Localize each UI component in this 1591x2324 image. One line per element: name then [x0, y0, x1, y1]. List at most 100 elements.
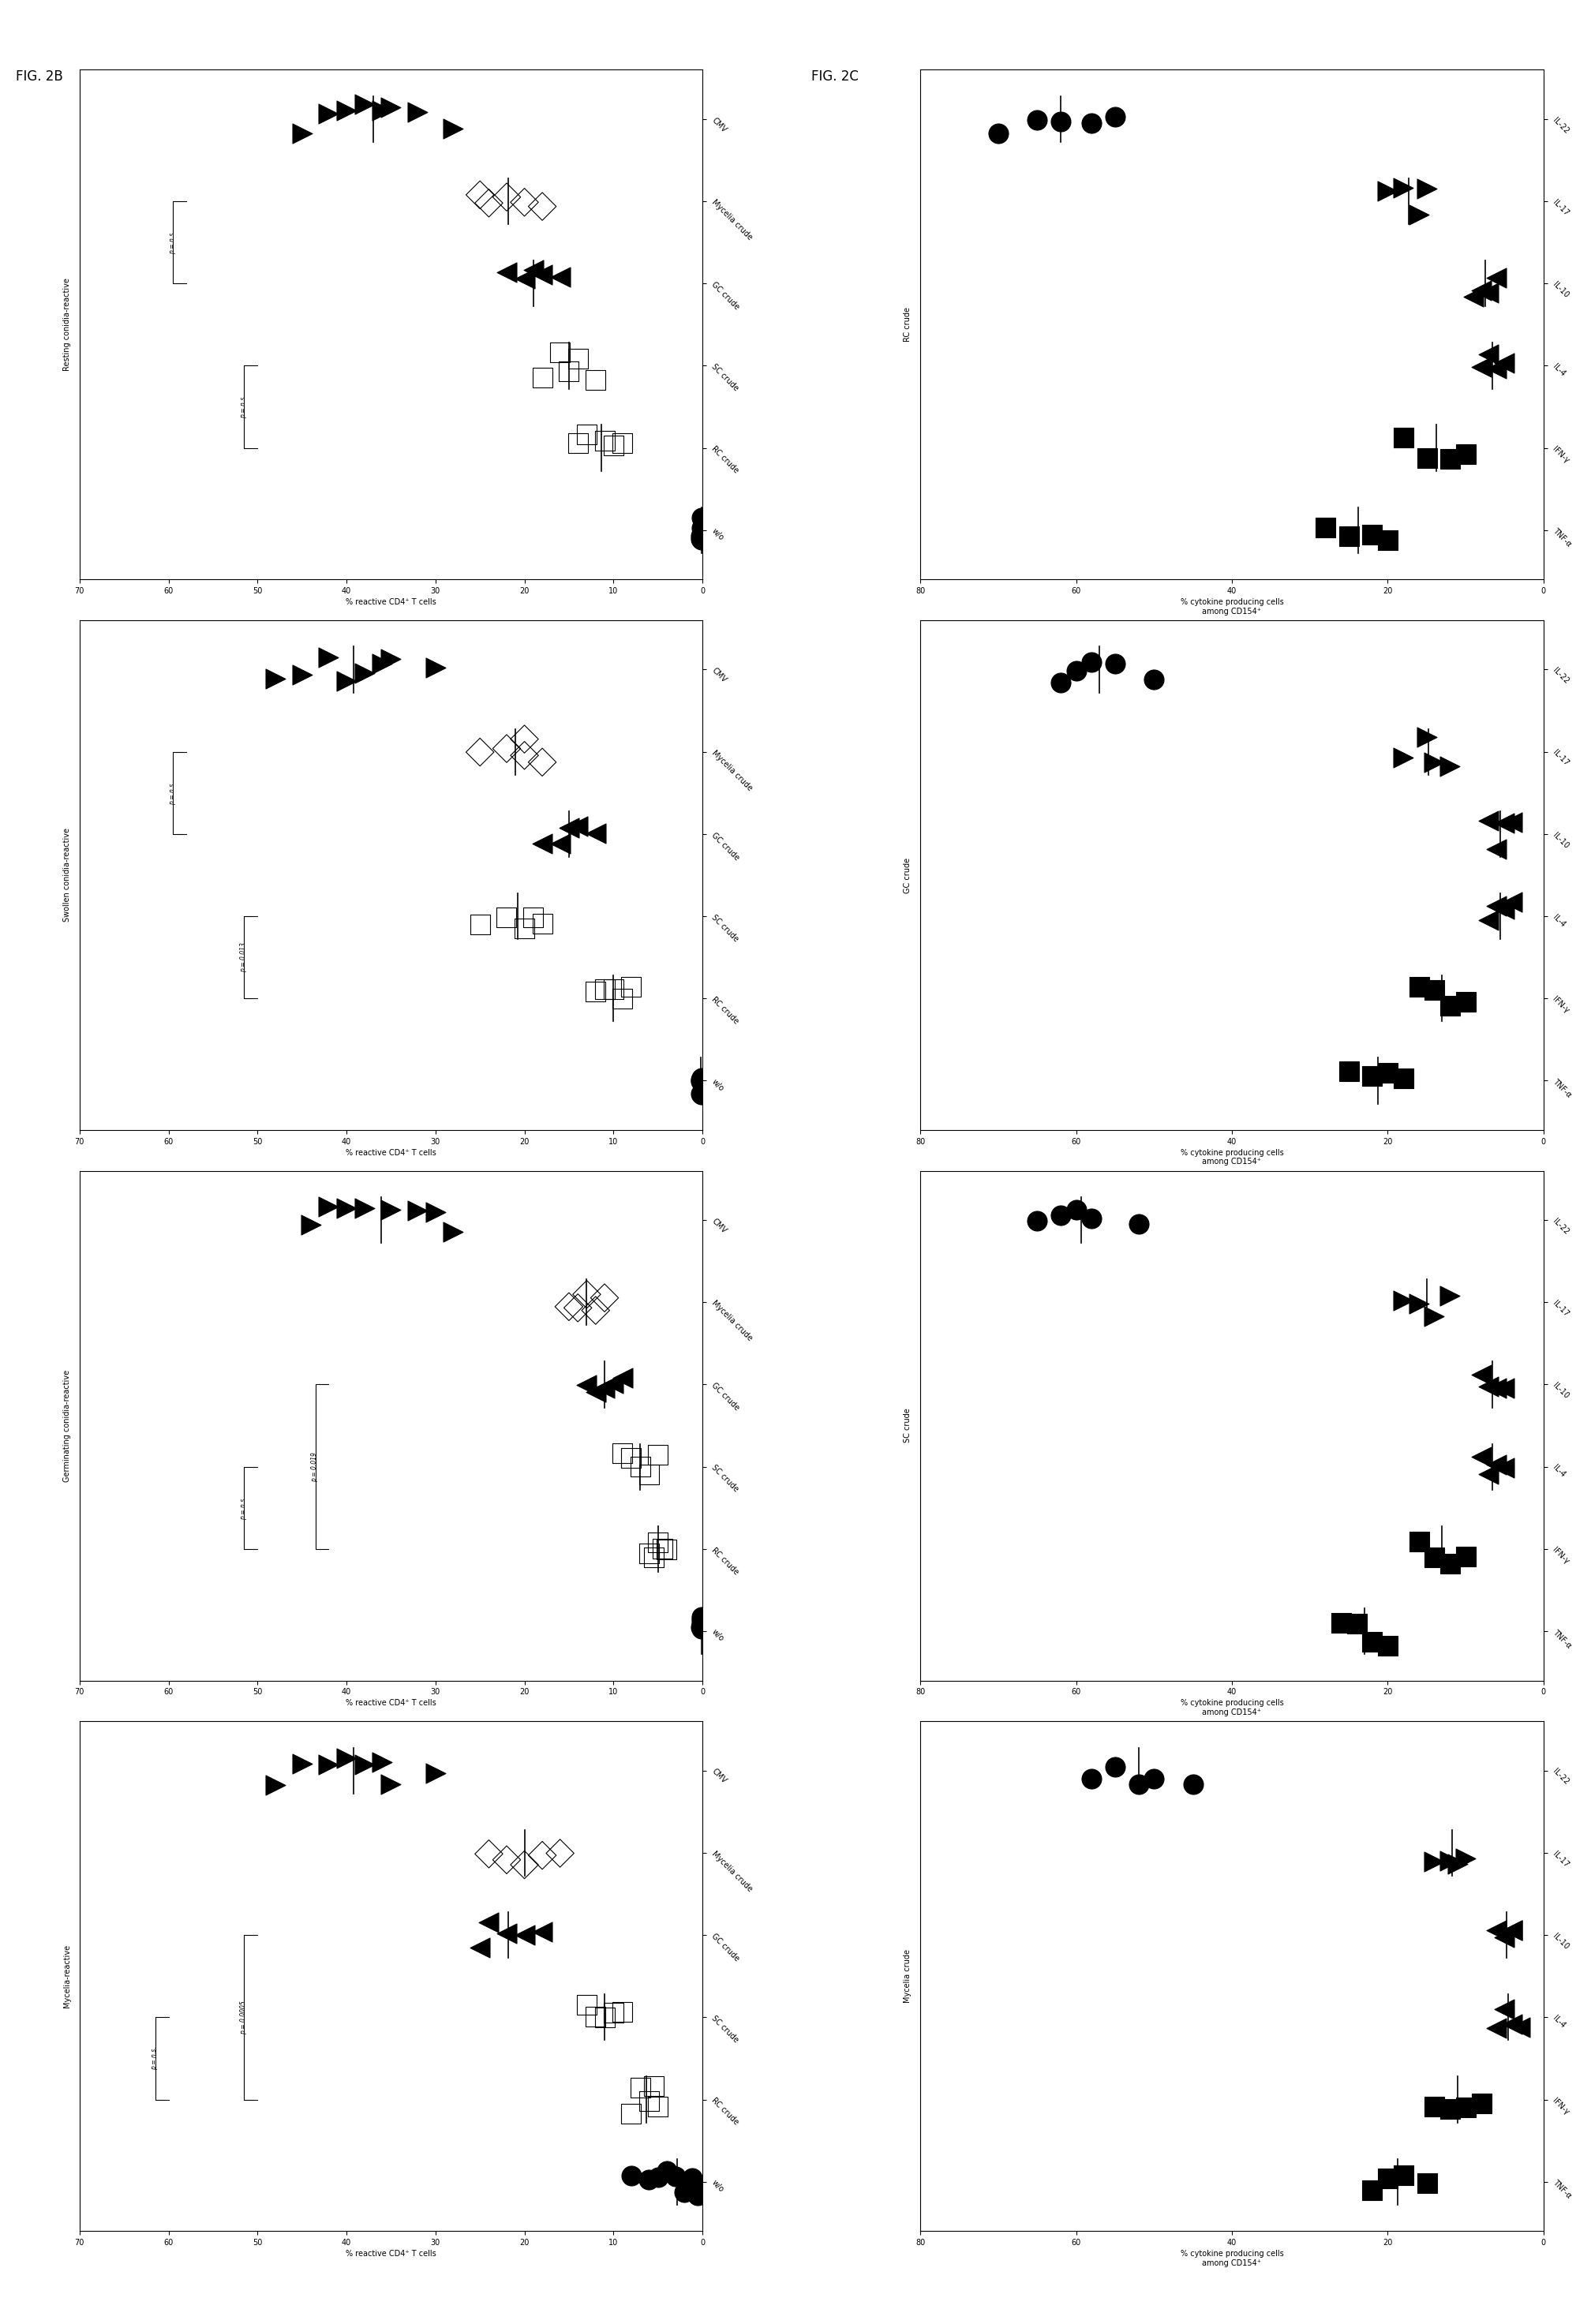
Point [1391, 1060, 1416, 1097]
Point [1421, 2087, 1446, 2124]
Point [1375, 2159, 1400, 2196]
Point [676, 2164, 702, 2201]
Point [1453, 1538, 1478, 1576]
Point [352, 1745, 377, 1783]
Point [1437, 1843, 1462, 1880]
Point [1313, 509, 1338, 546]
Point [369, 646, 395, 683]
Point [646, 2159, 671, 2196]
Point [1492, 890, 1518, 927]
Point [1468, 272, 1494, 309]
Point [379, 641, 404, 679]
X-axis label: % reactive CD4⁺ T cells: % reactive CD4⁺ T cells [345, 597, 436, 607]
Point [1359, 2171, 1384, 2208]
Point [1375, 521, 1400, 558]
Point [1391, 1283, 1416, 1320]
Point [512, 1845, 538, 1882]
Point [334, 1190, 360, 1227]
Point [689, 1611, 714, 1648]
Point [582, 813, 608, 851]
Point [609, 1434, 635, 1471]
Point [557, 353, 582, 390]
Point [592, 1369, 617, 1406]
Point [1437, 1278, 1462, 1315]
Point [687, 1076, 713, 1113]
Point [317, 1745, 342, 1783]
Point [547, 332, 573, 370]
Point [1048, 665, 1074, 702]
Point [582, 363, 608, 400]
Point [1406, 1285, 1432, 1322]
Point [493, 899, 519, 937]
Point [683, 2168, 708, 2205]
Point [582, 1373, 608, 1411]
Point [512, 737, 538, 774]
Point [601, 428, 627, 465]
Point [1476, 274, 1502, 311]
Point [1359, 516, 1384, 553]
Y-axis label: Swollen conidia-reactive: Swollen conidia-reactive [64, 827, 70, 923]
Point [1421, 1843, 1446, 1880]
Point [1406, 969, 1432, 1006]
Point [592, 971, 617, 1009]
Point [689, 1608, 714, 1645]
Point [574, 1367, 600, 1404]
Point [547, 258, 573, 295]
Point [1079, 1199, 1104, 1236]
Point [636, 1455, 662, 1492]
Point [1414, 2164, 1440, 2201]
Point [646, 1525, 671, 1562]
Point [1468, 2085, 1494, 2122]
Point [1492, 1992, 1518, 2029]
Point [654, 1532, 679, 1569]
Point [1126, 1206, 1152, 1243]
Text: p = 0.019: p = 0.019 [310, 1452, 318, 1483]
Point [1476, 335, 1502, 372]
Point [476, 1903, 501, 1941]
Point [1336, 1053, 1362, 1090]
Point [689, 1060, 714, 1097]
Point [1391, 2157, 1416, 2194]
Point [1476, 802, 1502, 839]
Point [1437, 2089, 1462, 2126]
Point [1063, 653, 1088, 690]
Point [557, 809, 582, 846]
X-axis label: % reactive CD4⁺ T cells: % reactive CD4⁺ T cells [345, 1148, 436, 1157]
Point [1499, 883, 1524, 920]
Point [619, 2096, 644, 2133]
Point [1048, 102, 1074, 139]
Point [689, 1062, 714, 1099]
Point [298, 1206, 323, 1243]
Point [379, 88, 404, 125]
Point [520, 899, 546, 937]
Point [1414, 718, 1440, 755]
Point [1406, 1522, 1432, 1559]
Text: p = n.s.: p = n.s. [240, 1497, 247, 1520]
Point [547, 825, 573, 862]
Point [1079, 1759, 1104, 1796]
Text: p = 0.013: p = 0.013 [240, 944, 247, 971]
Point [1421, 1297, 1446, 1334]
Point [530, 188, 555, 225]
Point [641, 2068, 667, 2106]
Point [1499, 1913, 1524, 1950]
Point [1406, 195, 1432, 232]
Point [1391, 739, 1416, 776]
Point [512, 1915, 538, 1952]
Point [689, 509, 714, 546]
Y-axis label: Mycelia crude: Mycelia crude [904, 1950, 912, 2003]
Point [1048, 1197, 1074, 1234]
Point [687, 521, 713, 558]
X-axis label: % cytokine producing cells
among CD154⁺: % cytokine producing cells among CD154⁺ [1181, 2250, 1284, 2266]
Point [423, 1755, 449, 1792]
Point [582, 1292, 608, 1329]
Point [530, 1913, 555, 1950]
Text: p = n.s.: p = n.s. [169, 230, 175, 253]
Point [689, 1604, 714, 1641]
Text: FIG. 2C: FIG. 2C [811, 70, 859, 84]
Point [1484, 1446, 1510, 1483]
Point [1492, 1920, 1518, 1957]
Point [1437, 439, 1462, 476]
Point [1468, 1439, 1494, 1476]
Point [530, 256, 555, 293]
